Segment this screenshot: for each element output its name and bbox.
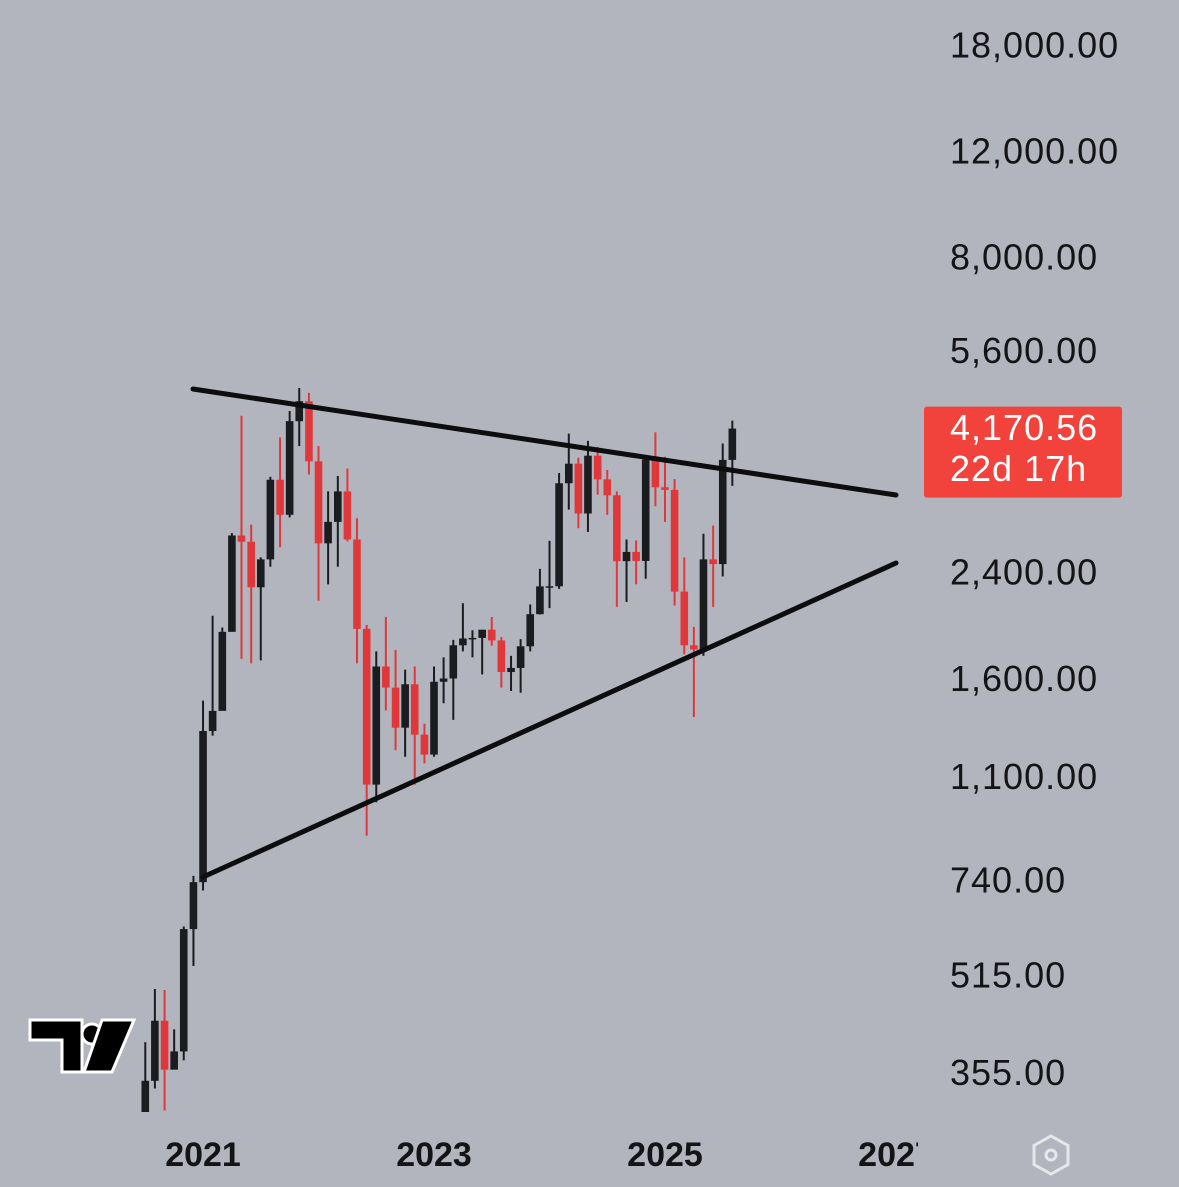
price-label: 4,170.56 (950, 407, 1098, 448)
x-tick-label: 2025 (627, 1136, 703, 1174)
candle-body (497, 640, 506, 673)
candle-body (564, 463, 573, 484)
candle-body (372, 666, 381, 785)
candle-body (295, 401, 304, 422)
candle-body (334, 491, 342, 522)
candle-body (670, 489, 679, 592)
candle-body (151, 1020, 159, 1081)
candle-body (314, 461, 323, 544)
candle-body (266, 479, 275, 560)
candle-body (324, 521, 332, 544)
candle-body (141, 1080, 150, 1112)
candle-body (487, 629, 496, 641)
candle-body (247, 541, 255, 588)
candle-body (459, 638, 467, 646)
candle-body (362, 628, 371, 785)
candle-body (449, 645, 458, 679)
candle-body (718, 459, 727, 565)
candle-body (574, 463, 583, 514)
y-tick-label: 355.00 (950, 1052, 1066, 1093)
candle-body (170, 1051, 178, 1070)
candle-body (699, 559, 708, 650)
candle-body (690, 645, 698, 650)
candle-body (593, 455, 602, 480)
candle-body (382, 666, 390, 688)
candle-body (305, 401, 313, 462)
candle-body (613, 495, 621, 562)
candle-body (285, 421, 294, 515)
y-tick-label: 740.00 (950, 860, 1066, 901)
y-tick-label: 1,100.00 (950, 756, 1098, 797)
y-tick-label: 8,000.00 (950, 237, 1098, 278)
candle-body (516, 646, 525, 668)
candle-body (228, 535, 236, 632)
candle-body (179, 929, 188, 1052)
candle-body (603, 479, 612, 496)
candle-body (218, 631, 227, 711)
candle-body (199, 731, 207, 883)
candle-body (208, 710, 217, 732)
y-tick-label: 5,600.00 (950, 330, 1098, 371)
candle-body (728, 428, 737, 460)
lower-trendline (200, 560, 899, 880)
candle-body (468, 637, 477, 640)
candle-body (584, 455, 592, 514)
candle-body (420, 734, 429, 755)
candle-body (680, 591, 689, 646)
candle-body (661, 487, 669, 490)
x-tick-label: 2023 (396, 1136, 472, 1174)
candle-body (401, 684, 409, 728)
candle-body (391, 687, 400, 728)
y-tick-label: 1,600.00 (950, 658, 1098, 699)
x-tick-label: 2021 (165, 1136, 241, 1174)
candle-body (160, 1020, 169, 1070)
candle-body (430, 681, 438, 755)
y-tick-label: 18,000.00 (950, 24, 1119, 65)
x-tick-label: 2027 (858, 1136, 934, 1174)
candle-body (276, 479, 284, 515)
candle-body (439, 678, 448, 682)
y-tick-label: 12,000.00 (950, 131, 1119, 172)
candle-body (536, 586, 544, 615)
x-axis: 2021 2023 2025 2027 (165, 1136, 934, 1174)
candle-body (555, 483, 563, 587)
candle-body (353, 539, 361, 629)
candle-body (237, 535, 246, 542)
candle-body (526, 614, 535, 647)
candle-body (478, 629, 486, 638)
candle-body (709, 559, 717, 565)
candle-body (622, 551, 631, 562)
candle-body (641, 459, 650, 561)
candle-body (651, 459, 660, 488)
y-tick-label: 515.00 (950, 954, 1066, 995)
candle-body (410, 684, 419, 735)
countdown: 22d 17h (950, 448, 1087, 489)
price-label-box (924, 406, 1122, 498)
candles (141, 388, 737, 1112)
candle-body (507, 667, 515, 673)
candle-body (256, 559, 265, 588)
candle-body (632, 551, 640, 561)
candle-body (189, 882, 198, 930)
candle-body (343, 491, 352, 540)
settings-icon[interactable] (1032, 1134, 1070, 1176)
upper-trendline (190, 386, 899, 498)
y-tick-label: 2,400.00 (950, 552, 1098, 593)
logo (28, 1018, 137, 1074)
candle-body (545, 586, 554, 588)
